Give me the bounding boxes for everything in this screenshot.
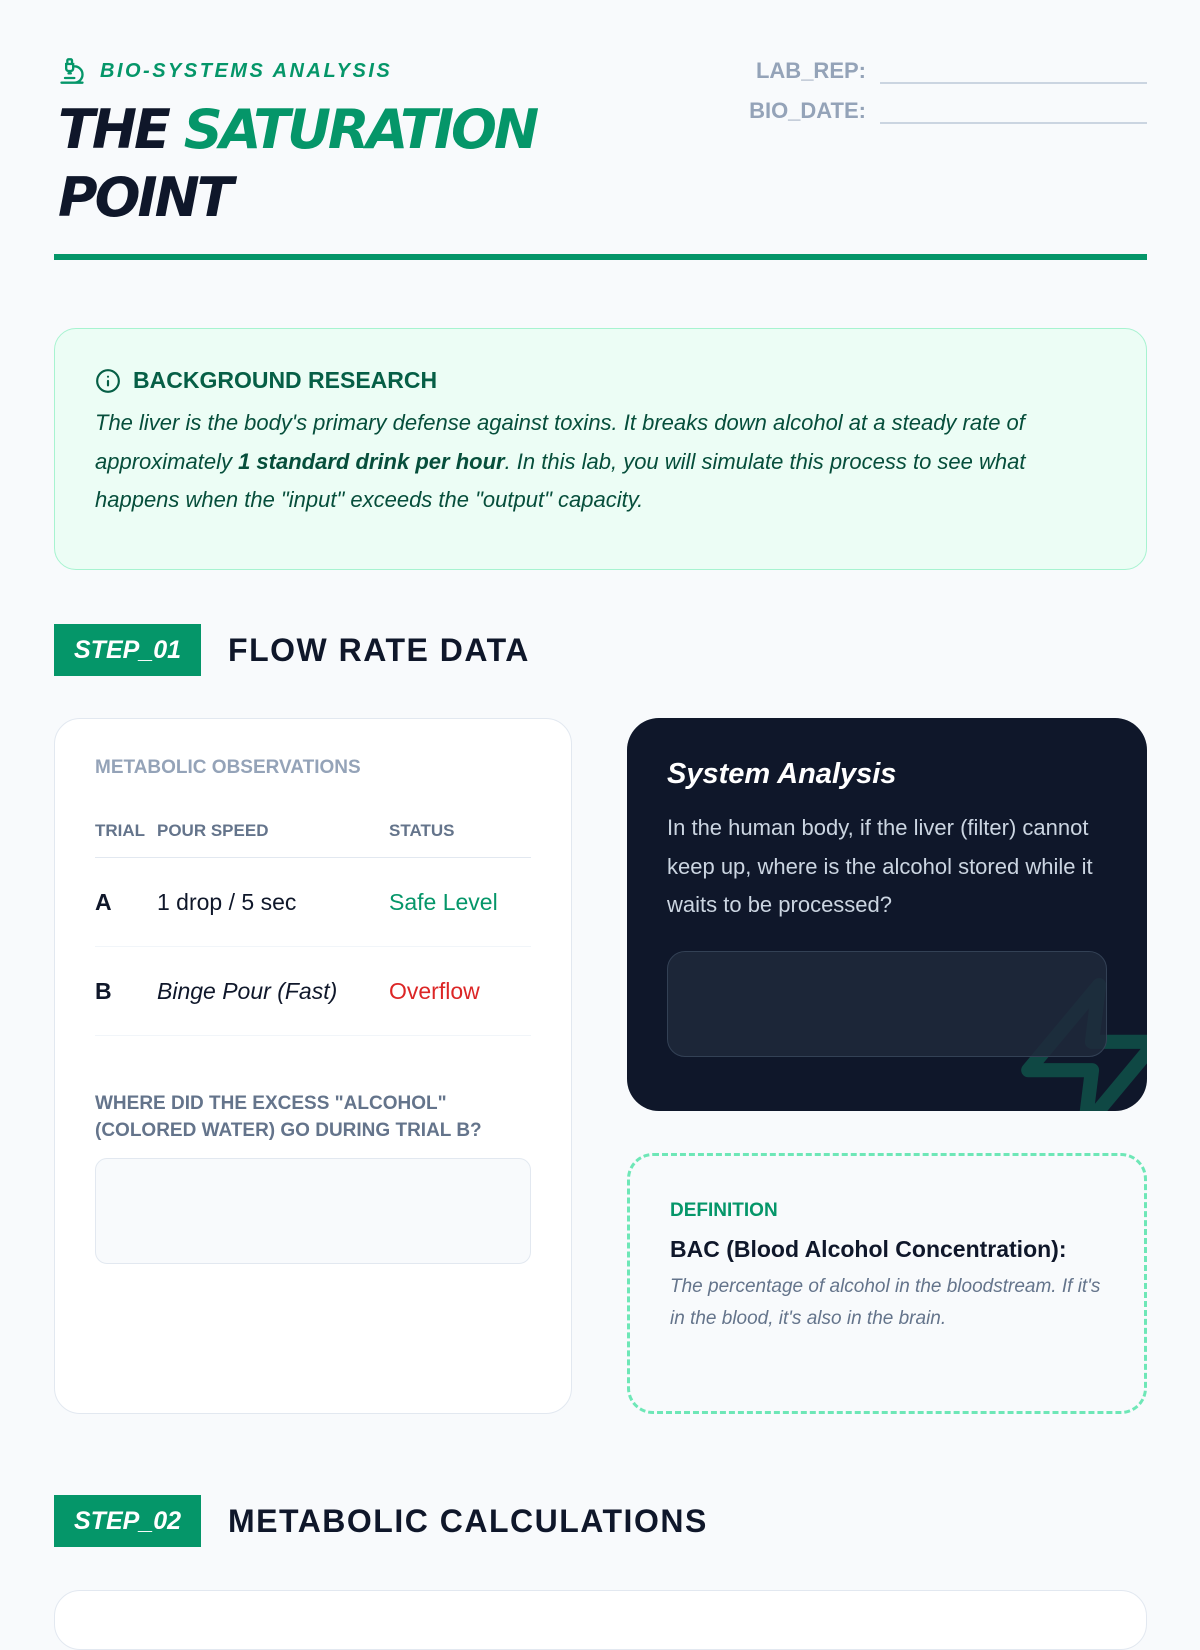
definition-text: The percentage of alcohol in the bloodst… xyxy=(670,1276,1101,1329)
info-icon xyxy=(96,368,120,393)
col-status: STATUS xyxy=(389,821,531,858)
col-trial: TRIAL xyxy=(95,821,157,858)
bio-date-input[interactable] xyxy=(880,102,1147,124)
calculations-card xyxy=(54,1590,1147,1650)
step-02-header: STEP_02 METABOLIC CALCULATIONS xyxy=(54,1495,708,1547)
analysis-title: System Analysis xyxy=(667,758,897,790)
observations-card: METABOLIC OBSERVATIONS TRIAL POUR SPEED ST… xyxy=(54,718,572,1414)
observations-heading: METABOLIC OBSERVATIONS xyxy=(95,757,361,778)
col-speed: POUR SPEED xyxy=(157,821,389,858)
analysis-answer-input[interactable] xyxy=(667,950,1107,1057)
step-badge: STEP_02 xyxy=(54,1495,202,1547)
definition-label: DEFINITION xyxy=(670,1200,778,1221)
title-part1: THE xyxy=(58,98,184,161)
trial-b-answer-input[interactable] xyxy=(95,1158,531,1264)
analysis-question: In the human body, if the liver (filter)… xyxy=(667,815,1093,917)
background-heading: BACKGROUND RESEARCH xyxy=(133,367,438,393)
step-badge: STEP_01 xyxy=(54,624,202,676)
lab-rep-input[interactable] xyxy=(880,62,1147,84)
bio-date-label: BIO_DATE: xyxy=(749,98,866,123)
lab-rep-label: LAB_REP: xyxy=(755,58,866,83)
page-title: THE SATURATION POINT xyxy=(58,96,539,232)
bio-date-field[interactable]: BIO_DATE: xyxy=(749,98,1147,124)
status-safe: Safe Level xyxy=(389,857,531,947)
system-analysis-card: System Analysis In the human body, if th… xyxy=(627,718,1147,1111)
step-title: FLOW RATE DATA xyxy=(228,631,530,668)
lab-rep-field[interactable]: LAB_REP: xyxy=(756,58,1147,84)
microscope-icon xyxy=(60,58,84,84)
eyebrow-text: BIO-SYSTEMS ANALYSIS xyxy=(100,59,393,82)
step-title: METABOLIC CALCULATIONS xyxy=(228,1502,708,1539)
trial-b-question: WHERE DID THE EXCESS "ALCOHOL" (COLORED … xyxy=(95,1093,482,1141)
header-divider xyxy=(54,254,1147,260)
definition-box: DEFINITION BAC (Blood Alcohol Concentrat… xyxy=(627,1153,1147,1414)
step-01-header: STEP_01 FLOW RATE DATA xyxy=(54,624,530,676)
background-research: BACKGROUND RESEARCH The liver is the bod… xyxy=(54,328,1147,570)
title-part2: POINT xyxy=(58,166,234,229)
eyebrow: BIO-SYSTEMS ANALYSIS xyxy=(58,56,392,86)
title-accent: SATURATION xyxy=(183,98,539,161)
table-row: B Binge Pour (Fast) Overflow xyxy=(95,946,531,1036)
background-text: The liver is the body's primary defense … xyxy=(95,410,1026,512)
status-overflow: Overflow xyxy=(389,946,531,1036)
definition-term: BAC (Blood Alcohol Concentration): xyxy=(670,1236,1067,1262)
